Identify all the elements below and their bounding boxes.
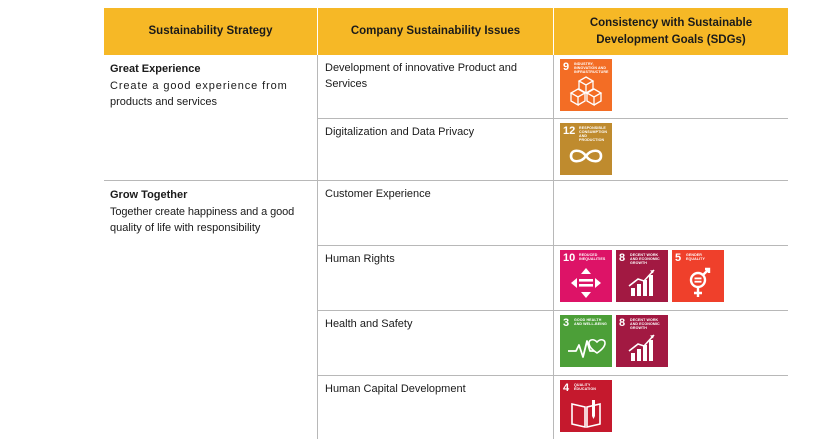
sdg-5-tile: 5 Gender Equality [672, 249, 724, 302]
strategy-cell-great-experience: Great Experience Create a good experienc… [104, 55, 318, 180]
strategy-desc-line: products and services [110, 96, 217, 108]
issue-cell: Digitalization and Data Privacy [317, 118, 554, 181]
strategy-title: Grow Together [110, 188, 188, 201]
growth-chart-icon [628, 333, 655, 361]
table-row: Digitalization and Data Privacy 12 Respo… [104, 118, 788, 181]
table-row: Human Rights 10 Reduced Inequalities [104, 245, 788, 311]
sdg-4-tile: 4 Quality Education [560, 379, 612, 432]
sdg-number: 8 [619, 251, 626, 264]
sdg-3-tile: 3 Good Health and Well-Being [560, 314, 612, 367]
table-row: Grow Together Together create happiness … [104, 179, 788, 439]
sdg-caption: Decent Work and Economic Growth [630, 252, 660, 265]
sdg-caption: Quality Education [574, 382, 596, 391]
table-row: Human Capital Development 4 Quality Educ… [104, 375, 788, 439]
sdg-number: 9 [563, 61, 570, 73]
header-strategy: Sustainability Strategy [104, 8, 318, 55]
issue-label: Human Rights [325, 252, 395, 265]
sdg-8-tile: 8 Decent Work and Economic Growth [616, 314, 668, 367]
strategy-title: Great Experience [110, 63, 201, 75]
issue-label: Customer Experience [325, 187, 431, 200]
sdg-number: 4 [563, 381, 570, 394]
issue-cell: Development of innovative Product and Se… [317, 55, 554, 119]
sdg-8-tile: 8 Decent Work and Economic Growth [616, 249, 668, 302]
sdg-number: 12 [563, 124, 576, 137]
sdg-table: Sustainability Strategy Company Sustaina… [104, 8, 788, 439]
growth-chart-icon [628, 268, 655, 296]
equality-arrows-icon [571, 267, 601, 298]
issue-label: Digitalization and Data Privacy [325, 125, 475, 138]
strategy-desc-line: Together create happiness and a good [110, 205, 295, 218]
gender-icon [689, 267, 711, 297]
sdg-cell-empty [553, 180, 788, 246]
table-row: Great Experience Create a good experienc… [104, 55, 788, 180]
sdg-caption: Reduced Inequalities [579, 252, 606, 261]
book-icon [571, 399, 601, 428]
sdg-cell: 12 Responsible Consumption and Productio… [553, 118, 788, 181]
sdg-number: 8 [619, 316, 626, 329]
sdg-12-tile: 12 Responsible Consumption and Productio… [560, 122, 612, 175]
issue-label: Development of innovative Product and Se… [325, 62, 518, 90]
sdg-number: 5 [675, 251, 682, 264]
strategy-desc-line: quality of life with responsibility [110, 221, 261, 234]
table-header-row: Sustainability Strategy Company Sustaina… [104, 8, 788, 55]
sdg-caption: Good Health and Well-Being [574, 317, 607, 326]
cubes-icon [569, 76, 603, 107]
sdg-cell: 10 Reduced Inequalities [553, 245, 788, 311]
sdg-caption: Responsible Consumption and Production [579, 125, 608, 143]
strategy-desc-line: Create a good experience from [110, 80, 288, 92]
issue-cell: Customer Experience [317, 180, 554, 246]
header-issues: Company Sustainability Issues [317, 8, 554, 55]
sdg-9-tile: 9 Industry, Innovation and Infrastructur… [560, 59, 612, 111]
sdg-cell: 3 Good Health and Well-Being 8 Decent Wo… [553, 310, 788, 376]
table-row: Health and Safety 3 Good Health and Well… [104, 310, 788, 376]
issue-cell: Health and Safety [317, 310, 554, 376]
sdg-caption: Decent Work and Economic Growth [630, 317, 660, 330]
issue-label: Human Capital Development [325, 382, 466, 395]
sdg-cell: 4 Quality Education [554, 375, 789, 439]
issue-cell: Human Capital Development [317, 375, 554, 439]
sdg-10-tile: 10 Reduced Inequalities [560, 249, 612, 302]
sdg-number: 10 [563, 251, 576, 264]
issue-label: Health and Safety [325, 317, 413, 330]
header-sdgs: Consistency with Sustainable Development… [553, 8, 788, 55]
heartbeat-icon [568, 338, 606, 358]
strategy-cell-grow-together: Grow Together Together create happiness … [104, 179, 318, 439]
sdg-cell: 9 Industry, Innovation and Infrastructur… [553, 55, 788, 119]
sdg-number: 3 [563, 316, 570, 329]
sdg-caption: Industry, Innovation and Infrastructure [574, 62, 609, 75]
issue-cell: Human Rights [317, 245, 554, 311]
infinity-icon [569, 148, 603, 163]
sdg-caption: Gender Equality [686, 252, 705, 261]
